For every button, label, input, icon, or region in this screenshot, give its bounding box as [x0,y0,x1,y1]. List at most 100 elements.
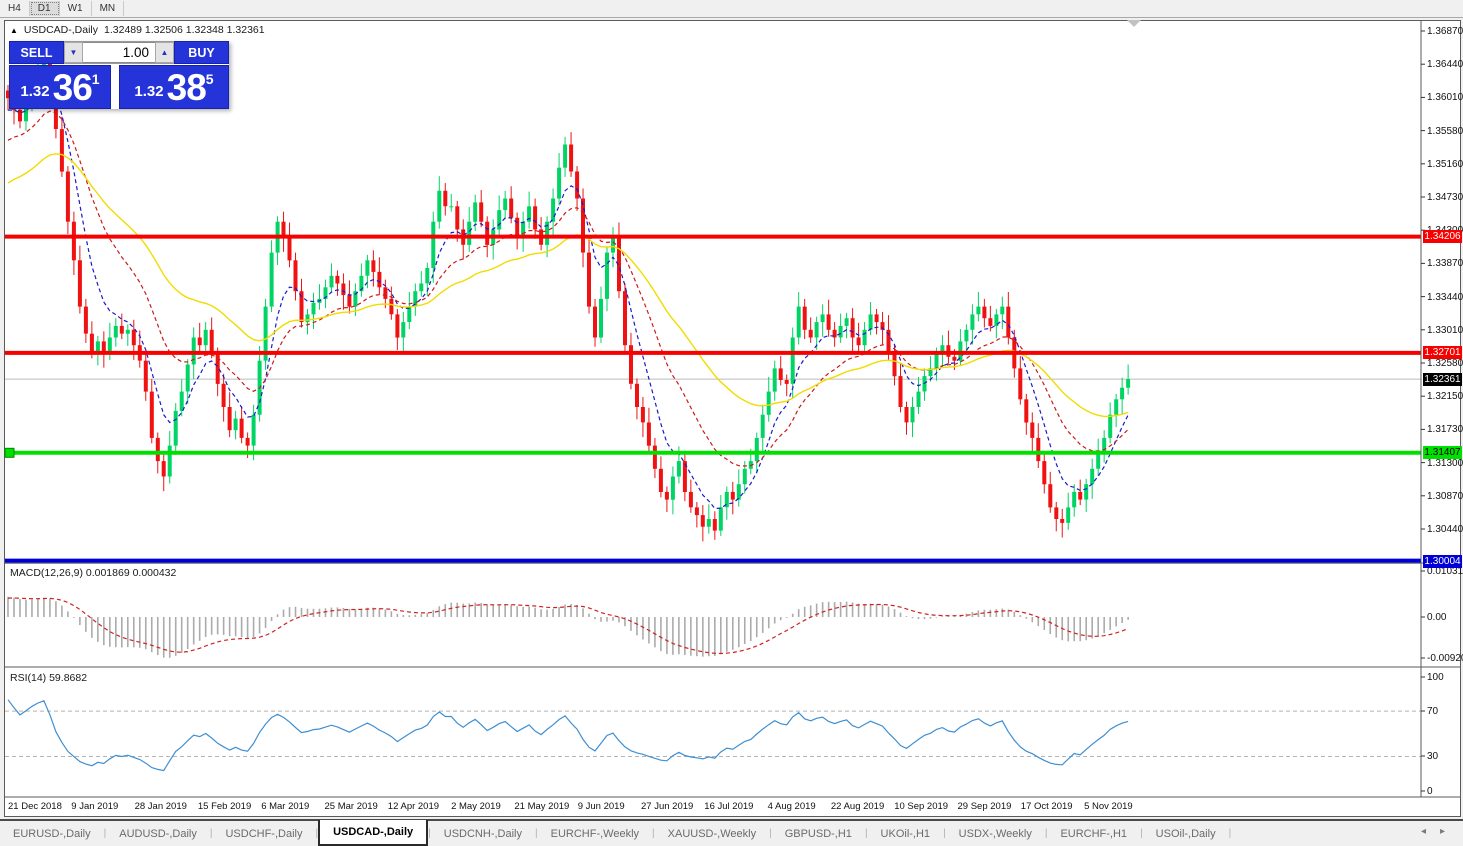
hline-price-tag: 1.30004 [1423,554,1462,568]
tab-separator: | [769,828,772,839]
hline-price-tag: 1.31407 [1423,446,1462,460]
symbol-collapse-icon[interactable]: ▲ [10,25,18,35]
chart-tab-eurusd-daily[interactable]: EURUSD-,Daily [13,827,91,840]
date-label: 5 Nov 2019 [1084,801,1133,812]
tab-separator: | [864,828,868,839]
sell-price-box[interactable]: 1.32 36 1 [9,65,111,109]
axis-tick-label: 1.33870 [1427,258,1463,270]
chart-tab-usdx-weekly[interactable]: USDX-,Weekly [958,827,1032,840]
chart-tab-ukoil-h1[interactable]: UKOil-,H1 [880,827,931,840]
axis-tick-label: 1.31300 [1427,457,1463,469]
chart-symbol-header: ▲ USDCAD-,Daily 1.32489 1.32506 1.32348 … [10,24,265,36]
axis-tick-label: 1.33440 [1427,291,1463,303]
date-label: 28 Jan 2019 [134,801,187,812]
axis-tick-label: -0.009203 [1427,653,1463,664]
axis-tick-label: 1.33010 [1427,324,1463,336]
chart-tab-usdcad-daily[interactable]: USDCAD-,Daily [318,820,429,846]
date-label: 9 Jun 2019 [577,801,625,812]
chart-tab-eurchf-h1[interactable]: EURCHF-,H1 [1060,827,1128,840]
tab-separator: | [943,828,946,839]
axis-tick-label: 0.00 [1427,612,1447,623]
sell-price-prefix: 1.32 [20,83,50,100]
axis-tick-label: 1.31730 [1427,424,1463,436]
chart-tab-bar: EURUSD-,Daily | AUDUSD-,Daily | USDCHF-,Dail… [0,819,1463,846]
symbol-ohlc: 1.32489 1.32506 1.32348 1.32361 [104,24,265,36]
axis-tick-label: 70 [1427,706,1439,717]
sell-price-big: 36 [52,67,93,108]
buy-price-box[interactable]: 1.32 38 5 [119,65,229,109]
buy-price-sup: 5 [205,71,214,87]
tab-separator: | [652,828,655,839]
date-label: 16 Jul 2019 [704,801,754,812]
date-label: 9 Jan 2019 [71,801,119,812]
tab-separator: | [1140,828,1143,839]
tab-separator: | [1044,828,1048,839]
volume-increase-button[interactable]: ▲ [155,42,174,63]
date-label: 12 Apr 2019 [387,801,440,812]
chart-tab-usoil-daily[interactable]: USOil-,Daily [1155,827,1216,840]
date-label: 27 Jun 2019 [641,801,694,812]
chart-tab-audusd-daily[interactable]: AUDUSD-,Daily [119,827,197,840]
tab-separator: | [103,828,107,839]
date-label: 25 Mar 2019 [324,801,378,812]
axis-tick-label: 1.36440 [1427,59,1463,71]
chart-window [4,20,1461,817]
axis-tick-label: 30 [1427,751,1439,762]
date-label: 22 Aug 2019 [830,801,885,812]
buy-price-prefix: 1.32 [134,83,164,100]
tab-scroll-left-icon[interactable]: ◂ [1420,826,1426,837]
axis-tick-label: 100 [1427,672,1444,683]
scroll-to-end-icon[interactable] [1127,20,1141,27]
axis-tick-label: 1.35160 [1427,158,1463,170]
volume-spinner: ▼ 1.00 ▲ [64,41,174,64]
chart-tab-usdchf-daily[interactable]: USDCHF-,Daily [225,827,303,840]
tab-separator: | [535,828,538,839]
tab-separator: | [1228,828,1232,839]
axis-tick-label: 1.32580 [1427,358,1463,369]
axis-tick-label: 0.010311 [1427,566,1463,577]
chart-tab-xauusd-weekly[interactable]: XAUUSD-,Weekly [667,827,757,840]
volume-field[interactable]: 1.00 [83,42,155,63]
axis-tick-label: 1.30440 [1427,524,1463,535]
hline-price-tag: 1.34206 [1423,230,1462,244]
date-label: 17 Oct 2019 [1020,801,1073,812]
tab-scroll-right-icon[interactable]: ▸ [1439,826,1445,837]
rsi-label: RSI(14) 59.8682 [10,672,88,684]
tab-separator: | [209,828,213,839]
timeframe-button-mn[interactable]: MN [92,1,125,16]
symbol-name: USDCAD-,Daily [23,24,99,36]
buy-button[interactable]: BUY [174,41,229,64]
date-label: 29 Sep 2019 [957,801,1012,812]
chart-tab-usdcnh-daily[interactable]: USDCNH-,Daily [443,827,522,840]
timeframe-button-d1[interactable]: D1 [29,1,60,16]
sell-price-sup: 1 [91,71,100,87]
macd-label: MACD(12,26,9) 0.001869 0.000432 [10,567,177,579]
date-axis: 21 Dec 2018 9 Jan 2019 28 Jan 2019 15 Feb 2… [5,799,1420,815]
date-label: 10 Sep 2019 [894,801,949,812]
axis-tick-label: 1.35580 [1427,125,1463,137]
chart-tab-eurchf-weekly[interactable]: EURCHF-,Weekly [550,827,640,840]
tab-separator: | [315,828,319,839]
axis-tick-label: 1.36010 [1427,92,1463,104]
hline-price-tag: 1.32701 [1423,346,1462,360]
tab-scroll-arrows: ◂ ▸ [1421,826,1445,837]
buy-price-big: 38 [166,67,207,108]
date-label: 4 Aug 2019 [767,801,816,812]
tab-separator: | [428,828,431,839]
timeframe-toolbar: H4 D1 W1 MN [0,0,1463,18]
sell-button[interactable]: SELL [9,41,64,64]
one-click-trade-panel: SELL ▼ 1.00 ▲ BUY 1.32 36 1 1.32 38 5 [9,41,229,109]
axis-tick-label: 1.30870 [1427,490,1463,502]
date-label: 15 Feb 2019 [197,801,252,812]
date-label: 21 May 2019 [514,801,570,812]
current-price-tag: 1.32361 [1423,372,1462,386]
axis-tick-label: 1.34730 [1427,192,1463,203]
volume-decrease-button[interactable]: ▼ [64,42,83,63]
timeframe-button-h4[interactable]: H4 [0,1,30,16]
timeframe-button-w1[interactable]: W1 [60,1,92,16]
date-label: 21 Dec 2018 [8,801,62,812]
chart-tab-gbpusd-h1[interactable]: GBPUSD-,H1 [784,827,852,840]
axis-tick-label: 1.36870 [1427,26,1463,37]
